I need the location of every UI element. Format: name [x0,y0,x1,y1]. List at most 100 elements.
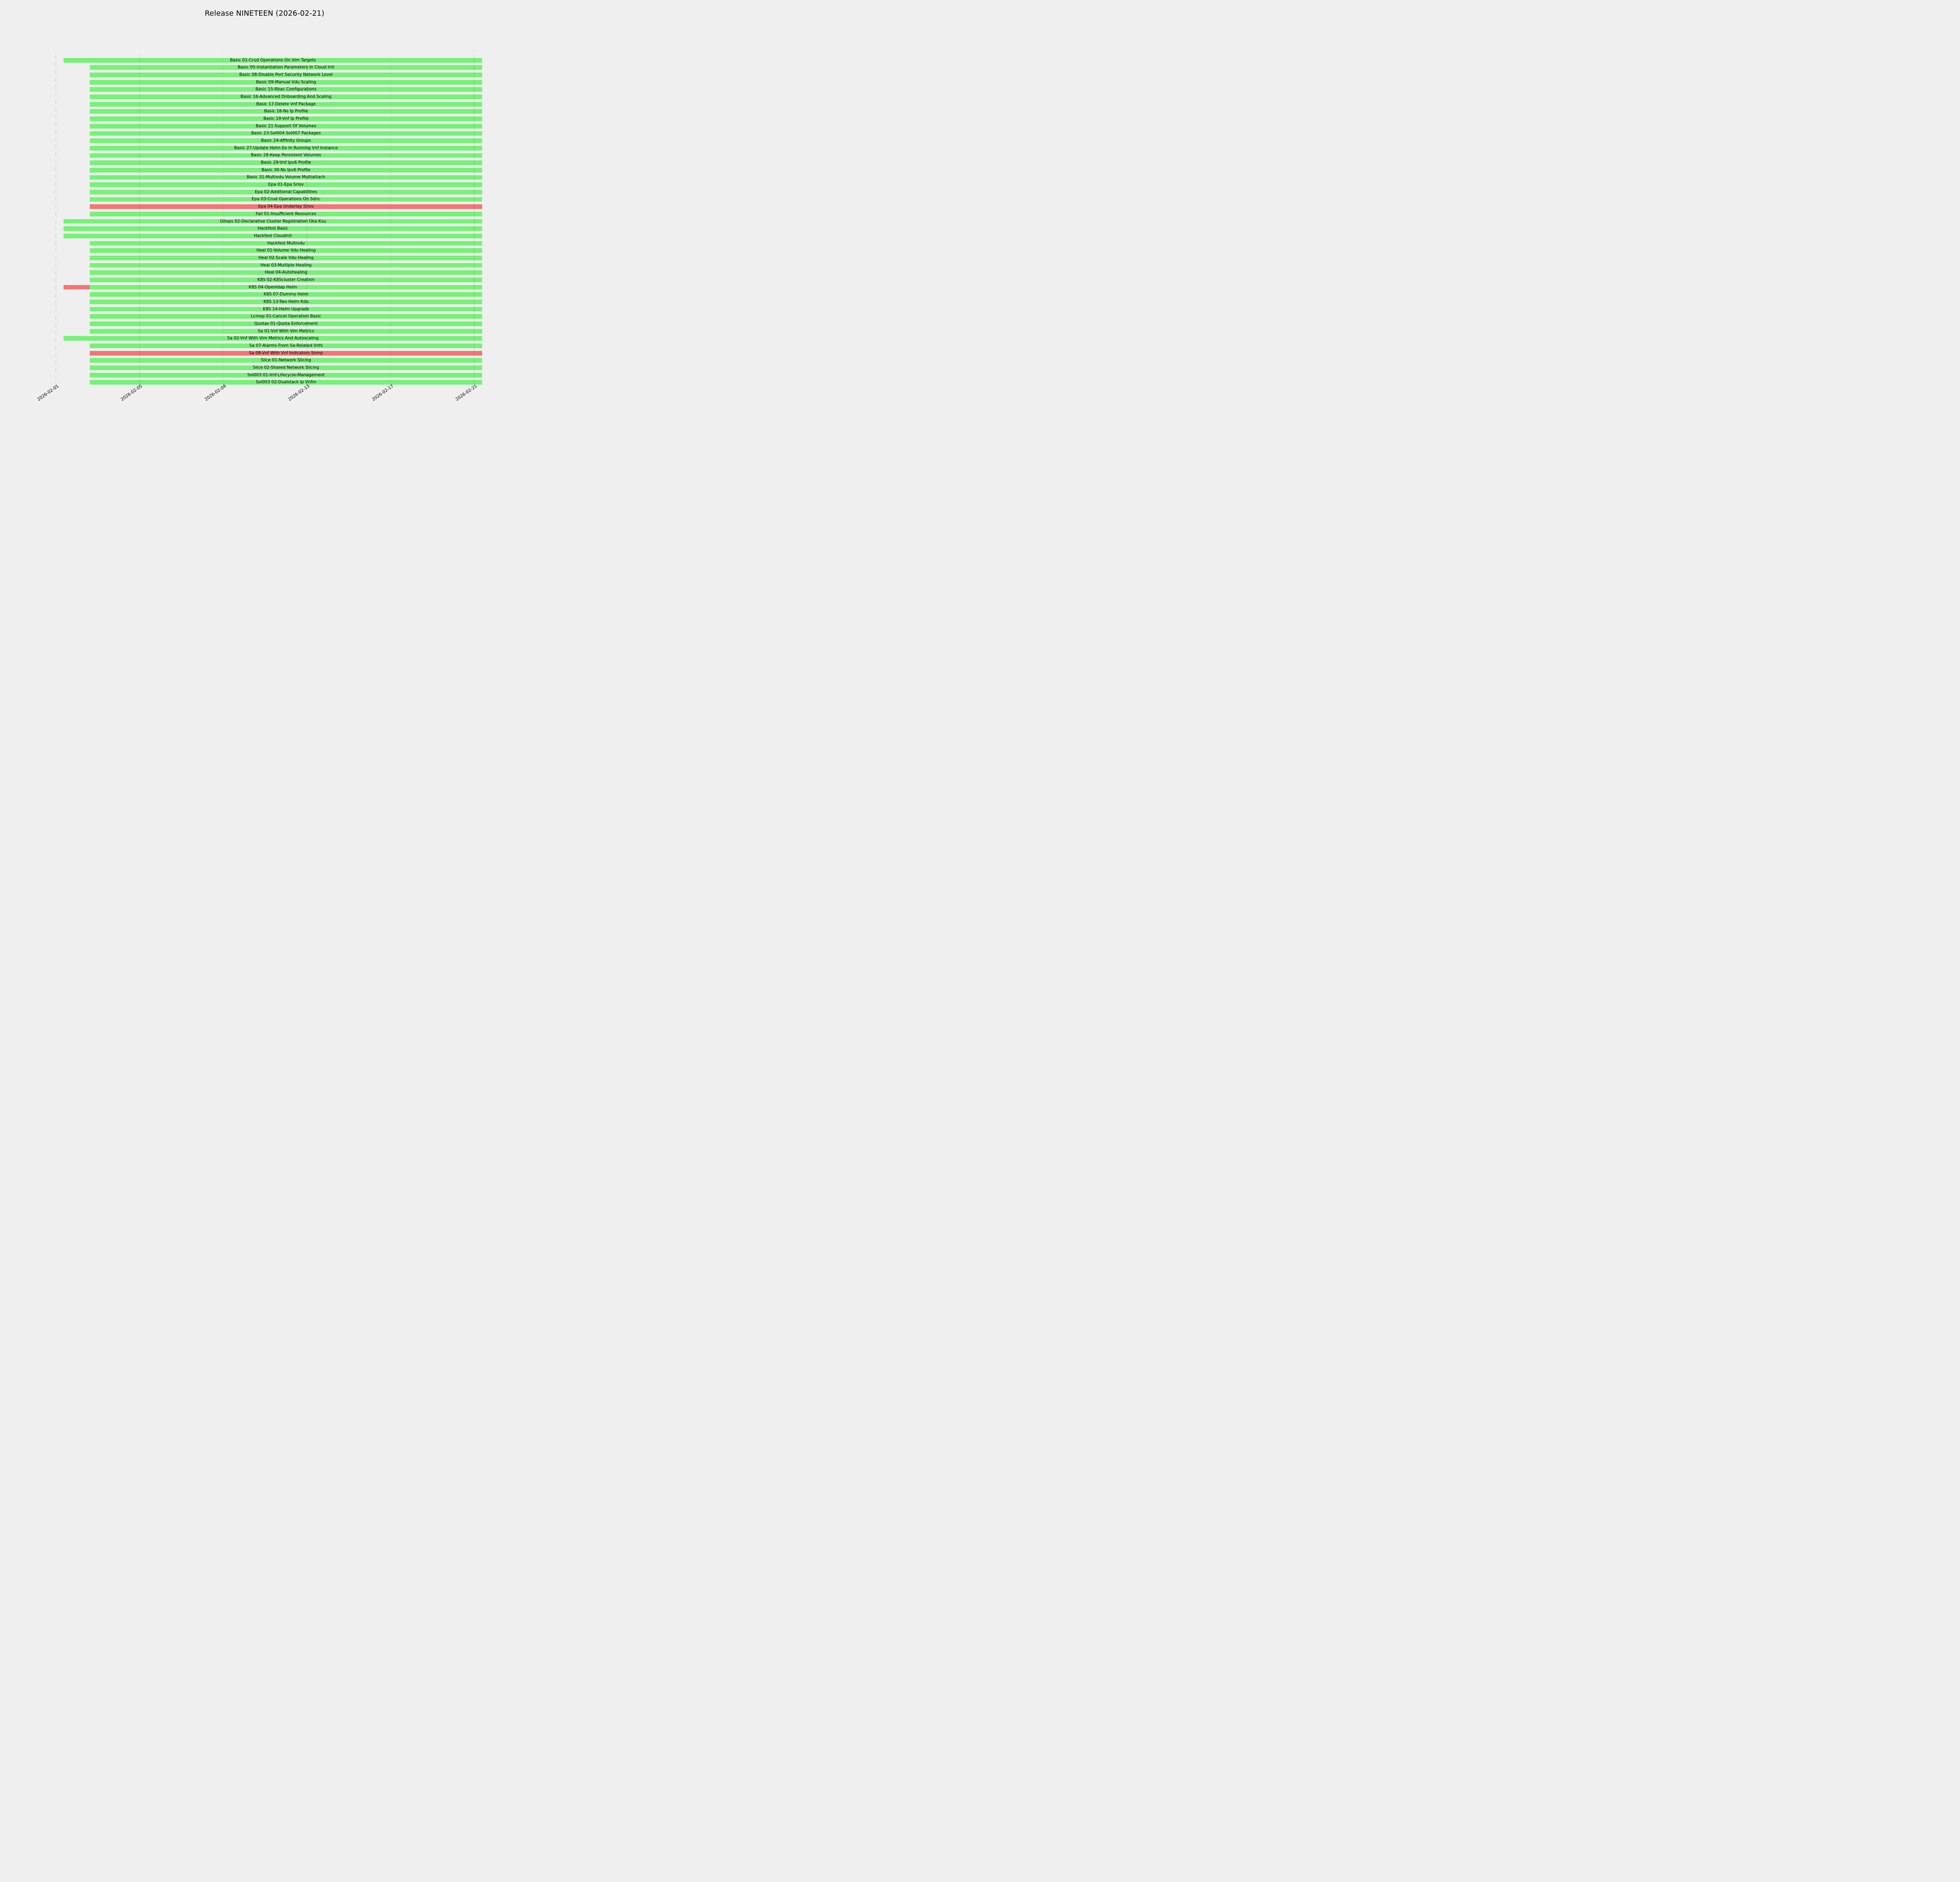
x-tick-label: 2026-02-09 [203,383,227,402]
task-label: Heal 03-Multiple Healing [260,263,312,268]
gantt-plot-area: Basic 01-Crud Operations On Vim Targets B… [0,0,529,470]
task-label: Sa 08-Vnf With Vnf Indicators Snmp [249,351,323,356]
task-label: Basic 15-Rbac Configurations [255,87,317,92]
task-bar [89,182,483,187]
task-label: Heal 02-Scale Vdu Healing [258,255,314,260]
task-bar [64,58,483,63]
task-bar [89,343,483,348]
task-label: Heal 01-Volume Vdu Healing [256,248,316,253]
task-bar [89,292,483,297]
task-label: K8S 13-Two Helm Kdu [263,299,309,304]
task-bar [89,372,483,378]
task-label: Slice 02-Shared Network Slicing [253,365,319,370]
task-label: Basic 27-Update Helm Ee In Running Vnf I… [234,145,338,151]
task-bar [64,226,483,231]
task-bar [89,160,483,165]
task-label: Slice 01-Network Slicing [261,358,311,363]
task-label: Basic 21-Support Of Volumes [256,124,316,129]
task-bar [64,219,483,224]
task-bar [89,116,483,121]
task-bar [89,80,483,85]
task-bar [89,94,483,99]
task-bar [89,109,483,114]
task-bar [89,263,483,268]
task-bar [89,248,483,253]
task-bar [64,233,483,238]
task-bar [89,329,483,334]
task-label: Basic 17-Delete Vnf Package [256,102,316,107]
task-bar [89,153,483,158]
task-label: Basic 29-Vnf Ipv6 Profile [261,160,311,165]
task-label: K8S 07-Dummy Helm [263,292,309,297]
task-bar [89,270,483,275]
task-label: Sa 02-Vnf With Vim Metrics And Autoscali… [227,336,319,341]
task-label: Basic 30-Ns Ipv6 Profile [261,167,310,173]
task-label: Lcmop 01-Cancel Operation Basic [250,314,321,319]
task-label: Basic 31-Multivdu Volume Multiattach [247,174,325,180]
task-bar [64,285,90,290]
task-bar [64,336,483,341]
x-tick-label: 2026-02-13 [287,383,311,402]
task-label: Epa 03-Crud Operations On Sdnc [252,196,321,202]
task-bar [89,278,483,282]
task-label: Heal 04-Autohealing [265,270,307,275]
task-bar [89,365,483,370]
task-bar [89,307,483,312]
task-bar [89,65,483,70]
task-bar [89,87,483,92]
task-bar [89,131,483,136]
x-tick-label: 2026-02-01 [36,383,60,402]
task-label: Epa 02-Additional Capabilities [255,189,317,194]
task-bar [89,124,483,129]
task-label: Hackfest Cloudinit [254,233,292,238]
task-label: Epa 04-Epa Underlay Sriov [258,204,314,209]
task-bar [89,211,483,216]
task-label: Basic 01-Crud Operations On Vim Targets [230,58,316,63]
chart-title: Release NINETEEN (2026-02-21) [205,9,325,18]
task-bar [89,167,483,173]
task-label: Basic 05-Instantiation Parameters In Clo… [238,65,334,70]
x-gridline [139,55,140,388]
task-bar [89,255,483,260]
task-label: Basic 08-Disable Port Security Network L… [239,72,333,77]
task-bar [89,241,483,246]
task-bar [89,300,483,304]
task-label: Epa 01-Epa Sriov [268,182,304,187]
x-gridline [223,55,224,388]
task-bar [89,197,483,202]
task-label: K8S 14-Helm Upgrade [263,307,309,312]
x-tick-label: 2026-02-05 [120,383,143,402]
task-bar [89,380,483,385]
task-bar [89,358,483,363]
task-label: Sol003 01-Vnf-Lifecycle-Management [247,372,325,378]
task-label: Basic 18-Ns Ip Profile [264,109,308,114]
task-bar [89,73,483,77]
task-bar [89,175,483,180]
task-label: Sa 07-Alarms From Sa-Related Vnfs [249,343,323,348]
task-label: Basic 09-Manual Vdu Scaling [256,80,316,85]
x-gridline [474,55,475,388]
task-label: Gitops 02-Declarative Cluster Registrati… [220,219,326,224]
x-tick-label: 2026-02-21 [454,383,478,402]
task-label: K8S 02-K8Scluster Creation [257,277,315,282]
task-label: Hackfest Multivdu [267,241,305,246]
task-label: Fail 01-Insufficient Resources [256,211,316,216]
gantt-figure: Release NINETEEN (2026-02-21) Basic 01-C… [0,0,529,470]
task-label: Basic 19-Vnf Ip Profile [263,116,309,121]
task-bar [89,322,483,326]
task-bar [89,351,483,356]
task-bar [89,145,483,151]
task-bar [89,314,483,319]
task-label: Basic 24-Affinity Groups [261,138,311,143]
task-label: Sol003 02-Dualstack Ip Vnfm [256,380,316,385]
task-label: Basic 28-Keep Persistent Volumes [251,153,321,158]
x-tick-label: 2026-02-17 [371,383,394,402]
task-label: Hackfest Basic [258,226,289,231]
task-bar [89,189,483,194]
task-bar [89,285,483,290]
task-bar [89,204,483,209]
task-label: K8S 04-Openldap Helm [249,285,298,290]
task-bar [89,138,483,143]
task-bar [89,102,483,107]
task-label: Quotas 01-Quota Enforcement [254,321,318,326]
